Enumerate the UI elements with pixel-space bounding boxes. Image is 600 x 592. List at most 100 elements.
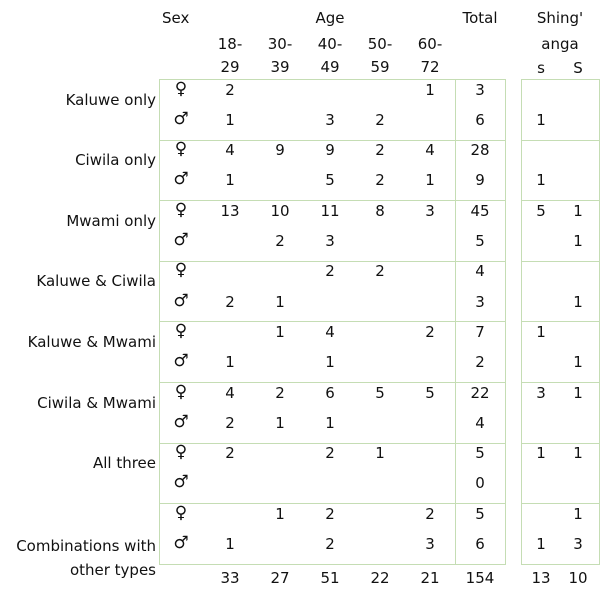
group-divider xyxy=(521,139,600,141)
table-cell: 1 xyxy=(225,353,235,372)
shinganga-S-cell: 1 xyxy=(573,353,583,372)
table-cell: 2 xyxy=(375,110,385,129)
row-total: 3 xyxy=(475,292,485,311)
table-cell: 3 xyxy=(425,535,435,553)
male-symbol-icon: ♂ xyxy=(173,230,189,250)
table-cell: 11 xyxy=(320,201,340,220)
shinganga-S-cell: 1 xyxy=(573,201,583,220)
group-label: Ciwila & Mwami xyxy=(37,393,156,412)
table-cell: 4 xyxy=(425,141,435,160)
row-total: 28 xyxy=(470,141,490,160)
table-cell: 4 xyxy=(325,322,335,341)
row-total: 6 xyxy=(475,535,485,553)
group-divider xyxy=(159,442,506,444)
table-cell: 2 xyxy=(225,292,235,311)
age-group-header: 40- xyxy=(317,35,343,53)
table-cell: 1 xyxy=(325,413,335,432)
shinganga-s-cell: 3 xyxy=(536,383,546,402)
sex-header: Sex xyxy=(162,9,190,27)
column-total: 22 xyxy=(370,568,390,587)
shinganga-S-cell: 1 xyxy=(573,232,583,250)
table-cell: 2 xyxy=(275,383,285,402)
age-group-header: 39 xyxy=(270,58,290,76)
total-header: Total xyxy=(462,9,498,27)
row-total: 9 xyxy=(475,171,485,190)
table-cell: 5 xyxy=(325,171,335,190)
column-total: 27 xyxy=(270,568,290,587)
female-symbol-icon: ♀ xyxy=(174,502,188,523)
shinganga-header: anga xyxy=(541,35,579,53)
column-total: 21 xyxy=(420,568,440,587)
table-cell: 1 xyxy=(275,504,285,523)
group-label: Ciwila only xyxy=(75,151,156,170)
group-label: Kaluwe & Ciwila xyxy=(36,272,156,291)
shinganga-S-cell: 1 xyxy=(573,444,583,463)
row-total: 5 xyxy=(475,232,485,250)
table-cell: 2 xyxy=(225,444,235,463)
male-symbol-icon: ♂ xyxy=(173,290,189,311)
table-cell: 3 xyxy=(425,201,435,220)
age-group-header: 60- xyxy=(417,35,443,53)
shinganga-s-cell: 1 xyxy=(536,171,546,190)
shinganga-S-total: 10 xyxy=(568,568,588,587)
row-total: 45 xyxy=(470,201,490,220)
group-label: Kaluwe only xyxy=(65,90,156,109)
female-symbol-icon: ♀ xyxy=(174,320,188,341)
group-label: Combinations with xyxy=(16,536,156,555)
table-cell: 4 xyxy=(225,383,235,402)
group-divider xyxy=(521,503,600,505)
age-group-header: 49 xyxy=(320,58,340,76)
shinganga-s-cell: 5 xyxy=(536,201,546,220)
table-cell: 2 xyxy=(225,413,235,432)
female-symbol-icon: ♀ xyxy=(174,260,188,281)
column-total: 33 xyxy=(220,568,240,587)
group-divider xyxy=(159,382,506,383)
shinganga-S-cell: 1 xyxy=(573,292,583,311)
group-divider xyxy=(159,503,506,505)
group-divider xyxy=(159,139,506,141)
table-cell: 9 xyxy=(275,141,285,160)
table-cell: 1 xyxy=(425,171,435,190)
group-divider xyxy=(159,321,506,323)
table-cell: 10 xyxy=(270,201,290,220)
row-total: 4 xyxy=(475,262,485,281)
row-total: 2 xyxy=(475,353,485,372)
age-group-header: 72 xyxy=(420,58,440,76)
male-symbol-icon: ♂ xyxy=(173,108,189,129)
column-total: 51 xyxy=(320,568,340,587)
table-cell: 3 xyxy=(325,110,335,129)
group-divider xyxy=(521,382,600,383)
female-symbol-icon: ♀ xyxy=(174,381,188,402)
group-divider xyxy=(521,321,600,323)
table-cell: 1 xyxy=(325,353,335,372)
table-cell: 2 xyxy=(425,322,435,341)
table-cell: 3 xyxy=(325,232,335,250)
age-group-header: 50- xyxy=(367,35,393,53)
shinganga-S-cell: 1 xyxy=(573,383,583,402)
row-total: 5 xyxy=(475,444,485,463)
table-cell: 4 xyxy=(225,141,235,160)
table-cell: 1 xyxy=(225,110,235,129)
shinganga-sub-header: s xyxy=(537,59,545,77)
table-cell: 2 xyxy=(375,141,385,160)
group-divider xyxy=(159,200,506,202)
table-cell: 1 xyxy=(275,413,285,432)
female-symbol-icon: ♀ xyxy=(174,442,188,463)
age-group-header: 30- xyxy=(267,35,293,53)
male-symbol-icon: ♂ xyxy=(173,351,189,372)
shinganga-s-cell: 1 xyxy=(536,110,546,129)
male-symbol-icon: ♂ xyxy=(173,169,189,190)
table-cell: 1 xyxy=(275,292,285,311)
shinganga-S-cell: 3 xyxy=(573,535,583,553)
group-divider xyxy=(159,260,506,262)
age-group-header: 29 xyxy=(220,58,240,76)
shinganga-s-total: 13 xyxy=(531,568,551,587)
table-cell: 13 xyxy=(220,201,240,220)
table-cell: 1 xyxy=(425,80,435,99)
table-cell: 1 xyxy=(375,444,385,463)
row-total: 3 xyxy=(475,80,485,99)
shinganga-S-cell: 1 xyxy=(573,504,583,523)
table-cell: 5 xyxy=(425,383,435,402)
table-cell: 8 xyxy=(375,201,385,220)
